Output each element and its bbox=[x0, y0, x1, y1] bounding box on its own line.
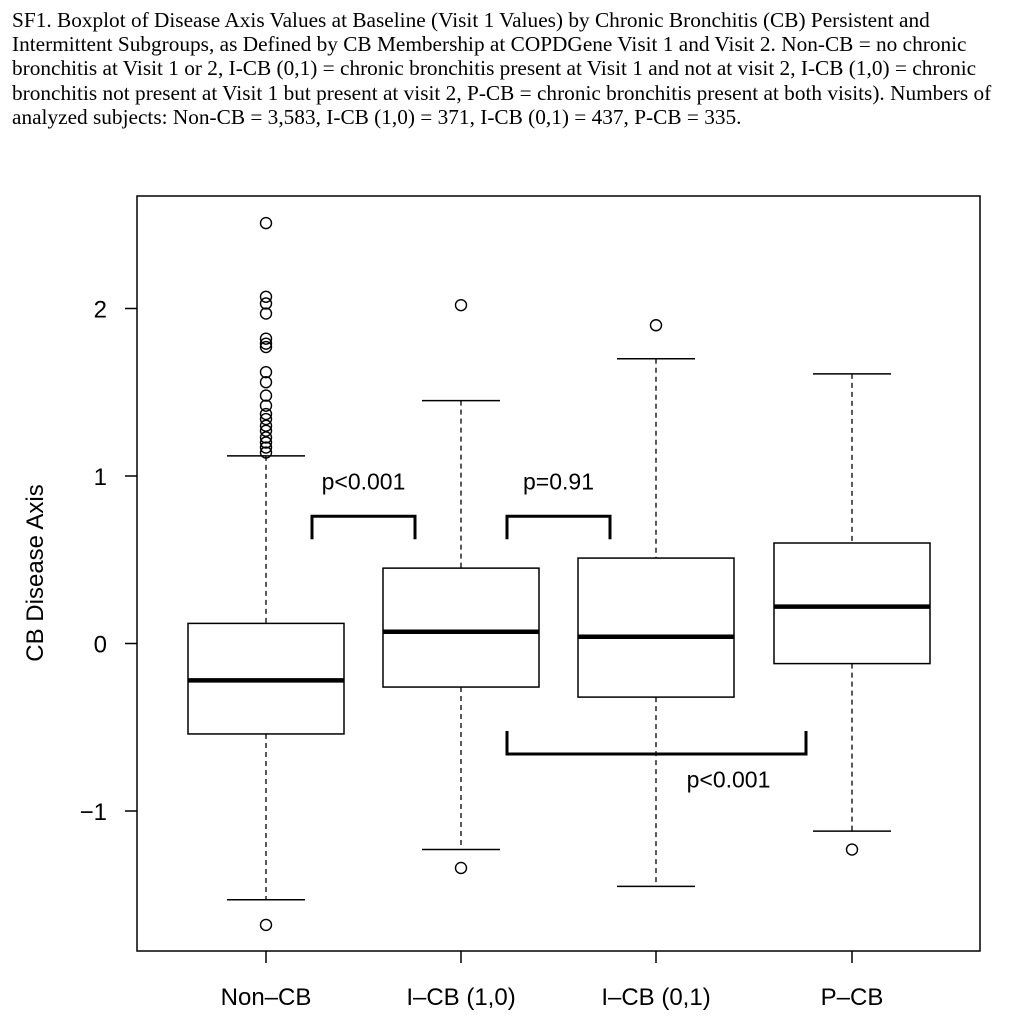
outlier-point bbox=[259, 424, 273, 437]
outlier-point bbox=[259, 290, 273, 303]
box-group bbox=[382, 298, 540, 875]
outlier-point bbox=[259, 407, 273, 421]
box-group bbox=[773, 373, 931, 856]
outlier-point bbox=[259, 297, 273, 310]
p-value-label: p<0.001 bbox=[687, 767, 771, 793]
outlier-point bbox=[259, 340, 273, 354]
outlier-point bbox=[259, 216, 273, 230]
outlier-point bbox=[649, 319, 663, 332]
x-axis: Non–CB I–CB (1,0) I–CB (0,1) P–CB bbox=[221, 951, 884, 1011]
outlier-point bbox=[259, 441, 273, 454]
significance-bracket bbox=[310, 514, 417, 540]
significance-annotation: p<0.001 bbox=[505, 731, 808, 793]
iqr-box bbox=[773, 542, 931, 665]
outlier-point bbox=[259, 412, 273, 426]
x-tick-label: I–CB (1,0) bbox=[406, 984, 515, 1011]
outlier-point bbox=[259, 337, 273, 350]
outlier-point bbox=[259, 436, 273, 449]
p-value-label: p<0.001 bbox=[322, 468, 406, 494]
box-group bbox=[577, 319, 735, 888]
figure-caption: SF1. Boxplot of Disease Axis Values at B… bbox=[12, 8, 992, 129]
significance-bracket bbox=[505, 731, 808, 756]
y-tick-label: 1 bbox=[94, 464, 107, 491]
outlier-point bbox=[259, 332, 273, 345]
iqr-box bbox=[382, 567, 540, 688]
outlier-point bbox=[259, 399, 273, 412]
outlier-point bbox=[259, 389, 273, 402]
outlier-point bbox=[259, 307, 273, 320]
y-axis-label: CB Disease Axis bbox=[22, 484, 49, 661]
y-tick-label: 0 bbox=[94, 632, 107, 659]
annotations-layer: p<0.001 p=0.91 p<0.001 bbox=[310, 468, 808, 793]
x-tick-label: I–CB (0,1) bbox=[601, 984, 710, 1011]
outlier-point bbox=[454, 861, 468, 875]
outlier-point bbox=[259, 365, 273, 379]
y-axis: −1 0 1 2 bbox=[80, 297, 137, 826]
outlier-point bbox=[845, 843, 859, 856]
plot-frame bbox=[136, 195, 981, 952]
boxes-layer bbox=[187, 216, 931, 932]
y-tick-label: −1 bbox=[80, 799, 107, 826]
x-tick-label: P–CB bbox=[821, 984, 884, 1011]
outlier-point bbox=[259, 918, 273, 932]
outlier-point bbox=[259, 419, 273, 432]
outlier-point bbox=[454, 298, 468, 312]
iqr-box bbox=[577, 557, 735, 698]
y-tick-label: 2 bbox=[94, 297, 107, 324]
p-value-label: p=0.91 bbox=[523, 468, 594, 494]
significance-bracket bbox=[505, 514, 612, 540]
box-group bbox=[187, 216, 345, 932]
significance-annotation: p=0.91 bbox=[505, 468, 612, 540]
significance-annotation: p<0.001 bbox=[310, 468, 417, 540]
outlier-point bbox=[259, 446, 273, 459]
x-tick-label: Non–CB bbox=[221, 984, 312, 1011]
outlier-point bbox=[259, 376, 273, 389]
outlier-point bbox=[259, 431, 273, 444]
